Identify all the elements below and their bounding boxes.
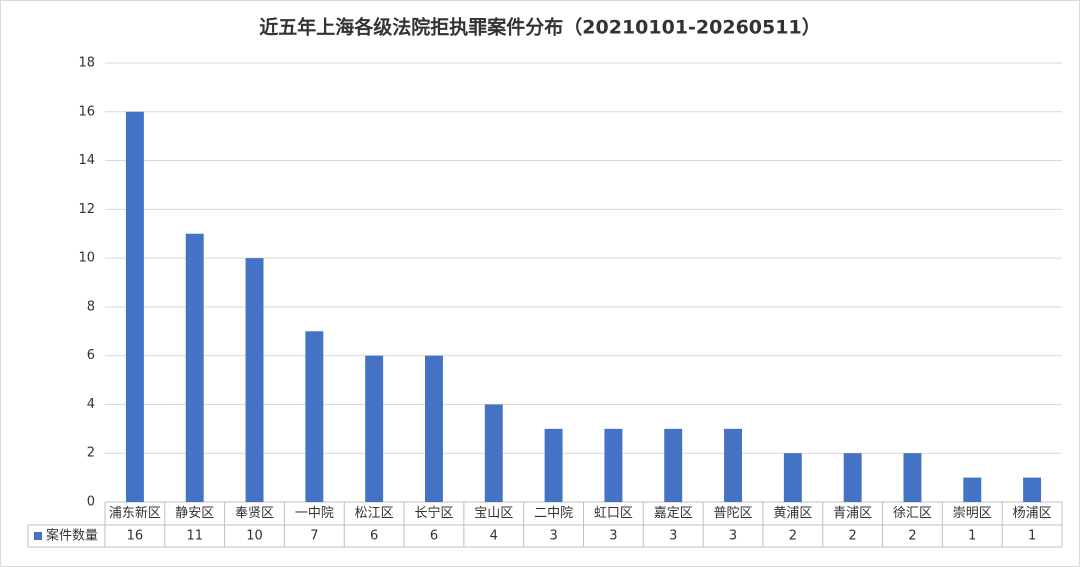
y-tick-label: 2: [87, 446, 95, 461]
y-tick-label: 0: [87, 495, 95, 510]
table-value: 6: [370, 529, 378, 544]
legend-swatch: [34, 532, 42, 540]
table-value: 10: [246, 529, 263, 544]
table-value: 3: [609, 529, 617, 544]
table-value: 4: [490, 529, 498, 544]
x-tick-label: 嘉定区: [654, 506, 693, 521]
table-value: 11: [186, 529, 203, 544]
bar: [185, 233, 204, 502]
table-value: 2: [789, 529, 797, 544]
table-value: 3: [669, 529, 677, 544]
x-tick-label: 一中院: [295, 506, 334, 521]
table-value: 3: [549, 529, 557, 544]
x-tick-label: 杨浦区: [1013, 506, 1052, 521]
bar: [604, 428, 623, 502]
x-tick-label: 二中院: [534, 506, 573, 521]
bar: [843, 453, 862, 502]
x-tick-label: 普陀区: [714, 505, 753, 521]
x-tick-label: 静安区: [175, 506, 214, 521]
bar: [724, 428, 743, 502]
x-tick-label: 长宁区: [414, 505, 453, 521]
bar: [664, 428, 683, 502]
y-tick-label: 4: [87, 397, 95, 412]
table-value: 2: [908, 529, 916, 544]
bar: [963, 477, 982, 502]
x-tick-label: 青浦区: [833, 506, 872, 521]
y-tick-label: 18: [78, 56, 95, 71]
x-tick-label: 松江区: [355, 506, 394, 521]
y-tick-label: 16: [78, 104, 95, 119]
table-value: 16: [127, 529, 144, 544]
bar: [305, 331, 324, 502]
bar: [783, 453, 802, 502]
bar: [1023, 477, 1042, 502]
y-tick-label: 8: [87, 299, 95, 314]
y-tick-label: 14: [78, 153, 95, 168]
table-value: 3: [729, 529, 737, 544]
bar: [365, 355, 384, 502]
table-value: 1: [1028, 529, 1036, 544]
x-tick-label: 虹口区: [594, 506, 633, 521]
chart-title: 近五年上海各级法院拒执罪案件分布（20210101-20260511）: [259, 16, 820, 39]
table-value: 1: [968, 529, 976, 544]
y-tick-label: 12: [78, 202, 95, 217]
x-tick-label: 奉贤区: [235, 506, 274, 521]
y-tick-label: 10: [78, 251, 95, 266]
bar: [424, 355, 443, 502]
table-value: 7: [310, 529, 318, 544]
bar: [544, 428, 563, 502]
legend-label: 案件数量: [46, 529, 98, 544]
x-tick-label: 宝山区: [474, 506, 513, 521]
table-value: 6: [430, 529, 438, 544]
table-value: 2: [849, 529, 857, 544]
y-tick-label: 6: [87, 348, 95, 363]
x-tick-label: 徐汇区: [893, 506, 932, 521]
bar: [903, 453, 922, 502]
x-tick-label: 崇明区: [953, 506, 992, 521]
bar: [484, 404, 503, 502]
bar: [125, 111, 144, 503]
bar: [245, 258, 264, 502]
x-tick-label: 黄浦区: [773, 506, 812, 521]
x-tick-label: 浦东新区: [109, 505, 161, 521]
